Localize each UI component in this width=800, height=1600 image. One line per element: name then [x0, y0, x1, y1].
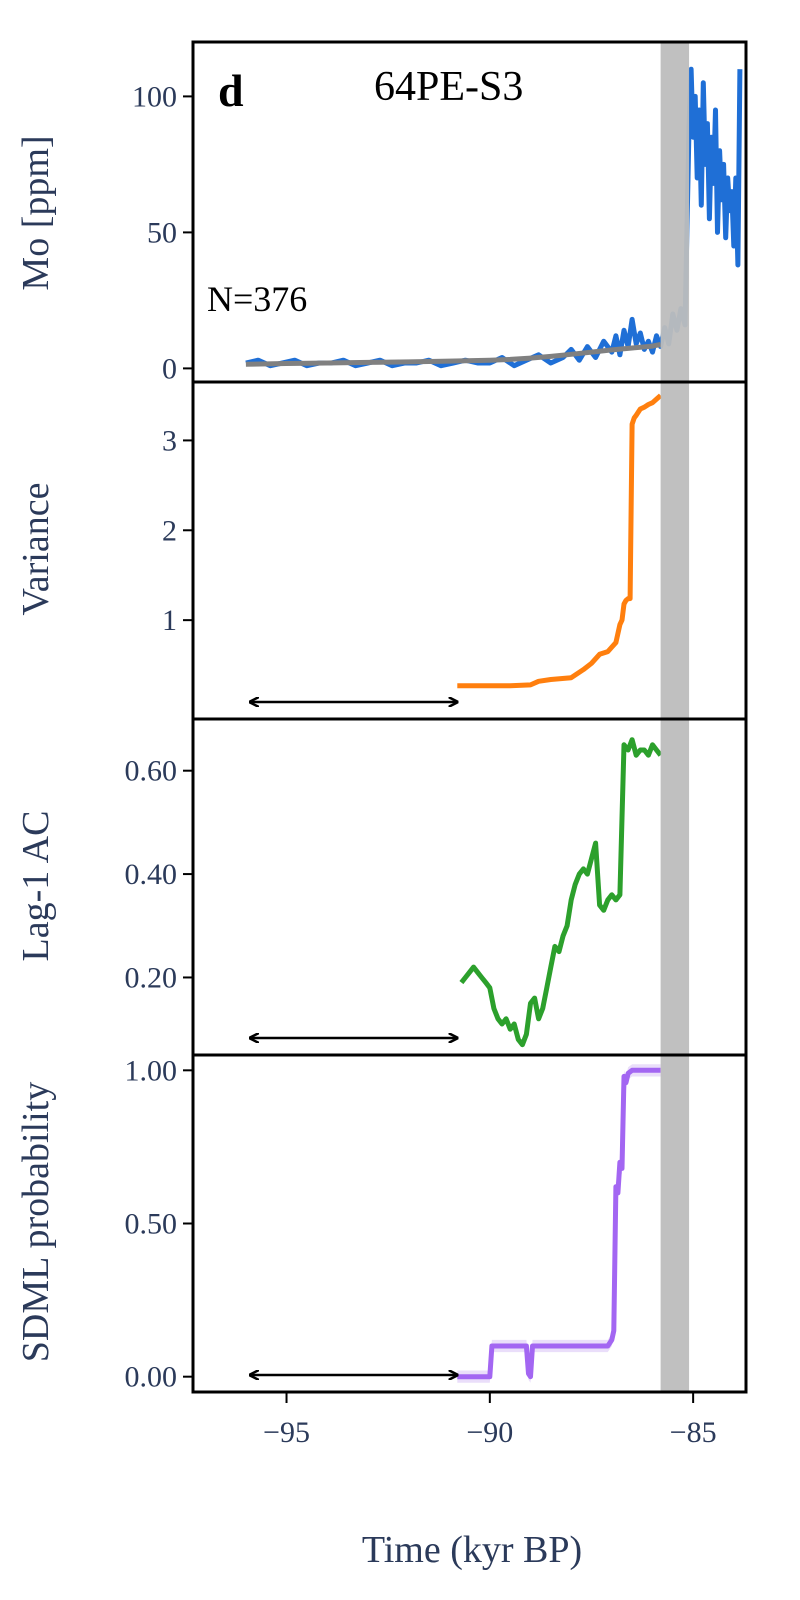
panel-letter: d [218, 65, 244, 116]
panel-3 [250, 1064, 661, 1383]
series-line-2-0 [459, 737, 663, 1048]
y-tick-label: 1.00 [125, 1054, 178, 1087]
y-tick-label: 50 [147, 216, 177, 249]
panel-frames [191, 40, 748, 1394]
y-tick-label: 100 [132, 80, 177, 113]
panel-0 [245, 66, 743, 369]
y-tick-label: 3 [162, 424, 177, 457]
y-tick-label: 2 [162, 514, 177, 547]
y-axis-label-variance: Variance [15, 483, 57, 616]
y-axis-label-lag1: Lag-1 AC [15, 811, 57, 962]
y-tick-label: 0.00 [125, 1361, 178, 1394]
x-axis-label: Time (kyr BP) [362, 1529, 582, 1571]
panel-1 [250, 393, 663, 703]
highlight-band [660, 42, 690, 1392]
y-tick-label: 1 [162, 604, 177, 637]
series-line-1-0 [457, 393, 663, 689]
sample-count-label: N=376 [207, 279, 307, 319]
tick-layer: 0 50 100 1 2 3 0.20 0.40 0.60 0.00 0.50 1.00 −95 −90 −… [125, 80, 717, 1449]
panel-2 [250, 737, 663, 1048]
panel-title: 64PE-S3 [374, 64, 523, 110]
series-line-0-1 [245, 342, 662, 367]
y-tick-label: 0.50 [125, 1208, 178, 1241]
y-axis-label-sdml: SDML probability [15, 1082, 57, 1362]
x-tick-label: −95 [263, 1416, 310, 1449]
series-line-3-0 [457, 1067, 661, 1380]
y-tick-label: 0 [162, 352, 177, 385]
y-tick-label: 0.20 [125, 961, 178, 994]
x-tick-label: −90 [466, 1416, 513, 1449]
y-axis-label-mo: Mo [ppm] [15, 135, 57, 290]
plot-layer [245, 66, 743, 1383]
y-tick-label: 0.40 [125, 858, 178, 891]
uncertainty-band [457, 1064, 661, 1383]
y-tick-label: 0.60 [125, 755, 178, 788]
x-tick-label: −85 [670, 1416, 717, 1449]
